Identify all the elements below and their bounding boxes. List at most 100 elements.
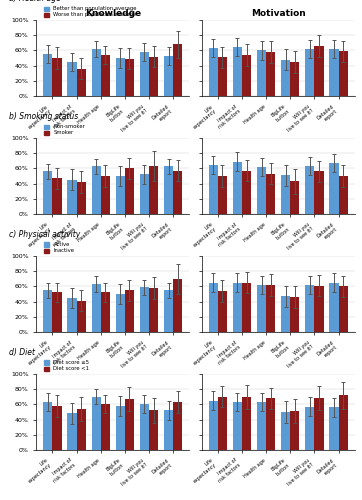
Bar [92, 284, 101, 332]
Bar [338, 286, 348, 332]
Bar [290, 297, 299, 332]
Bar [305, 49, 315, 96]
Bar [164, 166, 173, 214]
Bar [218, 396, 227, 450]
Bar [338, 176, 348, 214]
Bar [149, 166, 158, 214]
Title: Motivation: Motivation [251, 9, 306, 18]
Bar [67, 298, 76, 332]
Text: a) Health age: a) Health age [9, 0, 60, 4]
Bar [116, 176, 125, 214]
Bar [257, 402, 266, 450]
Bar [116, 58, 125, 96]
Bar [329, 163, 338, 214]
Bar [173, 402, 182, 450]
Bar [242, 396, 251, 450]
Bar [101, 176, 110, 214]
Bar [209, 48, 218, 96]
Bar [315, 286, 324, 332]
Bar [233, 282, 242, 332]
Bar [266, 398, 275, 450]
Bar [266, 174, 275, 214]
Bar [67, 180, 76, 214]
Bar [209, 282, 218, 332]
Bar [266, 52, 275, 96]
Bar [92, 396, 101, 450]
Bar [140, 52, 149, 96]
Bar [101, 55, 110, 96]
Bar [315, 46, 324, 96]
Bar [305, 166, 315, 214]
Bar [315, 398, 324, 450]
Bar [52, 406, 62, 450]
Bar [67, 414, 76, 450]
Text: d) Diet: d) Diet [9, 348, 35, 357]
Bar [233, 46, 242, 96]
Legend: Active, Inactive: Active, Inactive [43, 242, 75, 254]
Bar [218, 58, 227, 96]
Bar [140, 287, 149, 332]
Bar [67, 62, 76, 96]
Bar [76, 301, 86, 332]
Bar [173, 170, 182, 214]
Bar [116, 294, 125, 332]
Bar [290, 411, 299, 450]
Bar [52, 58, 62, 96]
Bar [281, 60, 290, 96]
Bar [76, 68, 86, 96]
Bar [338, 51, 348, 96]
Bar [290, 62, 299, 96]
Bar [101, 292, 110, 332]
Bar [329, 408, 338, 450]
Bar [242, 170, 251, 214]
Bar [43, 290, 52, 332]
Legend: Diet score ≥5, Diet score <1: Diet score ≥5, Diet score <1 [43, 360, 90, 372]
Bar [52, 292, 62, 332]
Bar [101, 404, 110, 450]
Bar [140, 174, 149, 214]
Legend: Better than population average, Worse than population average: Better than population average, Worse th… [43, 6, 138, 18]
Bar [125, 168, 134, 214]
Text: c) Physical activity: c) Physical activity [9, 230, 80, 239]
Bar [164, 56, 173, 96]
Bar [76, 409, 86, 450]
Bar [290, 182, 299, 214]
Bar [125, 399, 134, 450]
Bar [149, 288, 158, 332]
Bar [173, 279, 182, 332]
Bar [218, 291, 227, 332]
Bar [242, 282, 251, 332]
Bar [43, 54, 52, 96]
Bar [140, 404, 149, 450]
Bar [281, 296, 290, 332]
Bar [242, 55, 251, 96]
Legend: Non-smoker, Smoker: Non-smoker, Smoker [43, 124, 86, 136]
Bar [329, 282, 338, 332]
Bar [43, 172, 52, 214]
Bar [209, 400, 218, 450]
Bar [76, 182, 86, 214]
Bar [164, 410, 173, 450]
Bar [305, 285, 315, 332]
Bar [164, 290, 173, 332]
Bar [218, 176, 227, 214]
Bar [338, 395, 348, 450]
Bar [149, 56, 158, 96]
Bar [233, 402, 242, 450]
Bar [173, 44, 182, 96]
Bar [92, 166, 101, 214]
Title: Knowledge: Knowledge [85, 9, 141, 18]
Bar [233, 162, 242, 214]
Bar [92, 49, 101, 96]
Bar [305, 406, 315, 450]
Bar [257, 50, 266, 96]
Bar [125, 59, 134, 96]
Bar [281, 412, 290, 450]
Text: b) Smoking status: b) Smoking status [9, 112, 78, 121]
Bar [149, 410, 158, 450]
Bar [209, 166, 218, 214]
Bar [329, 49, 338, 96]
Bar [52, 178, 62, 214]
Bar [266, 285, 275, 332]
Bar [43, 402, 52, 450]
